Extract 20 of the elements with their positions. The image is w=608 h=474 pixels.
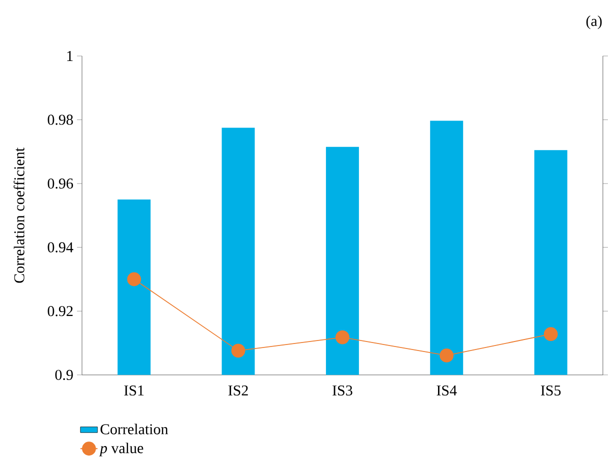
y-tick-label: 0.9 [55, 370, 73, 380]
x-tick-label: IS3 [332, 386, 352, 396]
x-tick-label: IS1 [124, 386, 144, 396]
y-tick-label: 0.98 [48, 114, 73, 125]
point [127, 272, 142, 286]
y-tick-label: 0.94 [48, 242, 74, 252]
y-tick-label: 0.92 [48, 306, 73, 316]
legend-label: p value [99, 442, 144, 456]
y-tick-label: 1 [67, 51, 73, 61]
point [335, 330, 350, 344]
y-axis-title: Correlation coefficient [14, 148, 24, 283]
y-tick-label: 0.96 [48, 178, 74, 189]
text: (a) [586, 16, 602, 30]
x-tick-label: IS2 [228, 386, 248, 396]
point [231, 344, 246, 358]
point [440, 348, 454, 362]
point [544, 327, 558, 342]
x-tick-label: IS5 [540, 386, 561, 396]
x-tick-label: IS4 [436, 386, 457, 396]
legend-label: Correlation [100, 424, 168, 434]
